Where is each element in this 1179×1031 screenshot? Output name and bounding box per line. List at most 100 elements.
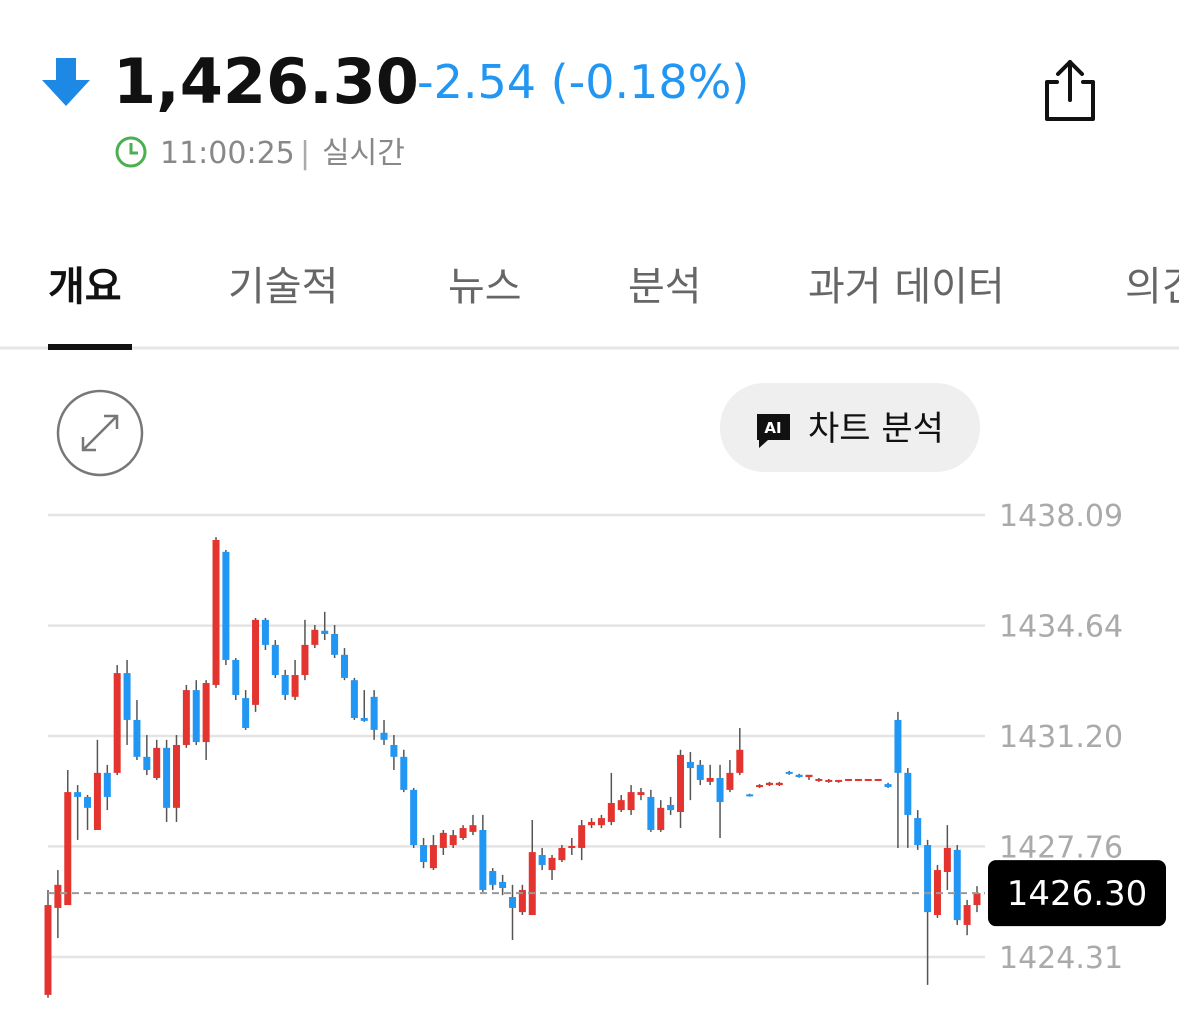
candle-body xyxy=(588,821,596,826)
candle-body xyxy=(973,893,981,906)
current-price-box xyxy=(988,860,1166,927)
candle-body xyxy=(390,744,398,757)
candle-body xyxy=(192,690,200,743)
status: 실시간 xyxy=(322,136,405,171)
clock-icon xyxy=(115,136,147,168)
candle-body xyxy=(321,630,329,634)
candle-body xyxy=(271,644,279,676)
tab[interactable]: 개요 xyxy=(48,264,122,310)
expand-button[interactable] xyxy=(56,389,144,477)
candle-body xyxy=(904,772,912,815)
separator: | xyxy=(300,136,310,171)
tab[interactable]: 기술적 xyxy=(228,264,338,310)
candle-body xyxy=(667,804,675,811)
candle-body xyxy=(914,818,922,846)
down-arrow-icon xyxy=(42,58,90,106)
candle-body xyxy=(696,764,704,780)
candle-body xyxy=(400,756,408,790)
candle-body xyxy=(44,905,52,995)
candle-body xyxy=(805,774,813,778)
candle-body xyxy=(261,619,269,645)
candle-body xyxy=(617,800,625,811)
candle-body xyxy=(924,845,932,913)
tab[interactable]: 의견 xyxy=(1125,264,1179,310)
tab[interactable]: 과거 데이터 xyxy=(808,264,1005,310)
candle-body xyxy=(775,782,783,786)
candle-body xyxy=(370,696,378,730)
candle-body xyxy=(706,778,714,782)
tab[interactable]: 분석 xyxy=(628,264,702,310)
candle-body xyxy=(509,897,516,908)
candle-body xyxy=(716,778,724,803)
ai-icon-text: AI xyxy=(764,419,781,437)
y-tick-label: 1434.64 xyxy=(999,610,1123,645)
candle-body xyxy=(360,718,368,721)
ai-button[interactable] xyxy=(720,383,980,472)
candle-body xyxy=(884,784,892,787)
candle-body xyxy=(518,889,526,913)
candle-body xyxy=(538,854,546,865)
candle-body xyxy=(469,825,477,832)
candle-body xyxy=(429,845,437,869)
y-tick-label: 1427.76 xyxy=(999,830,1123,865)
tab[interactable]: 뉴스 xyxy=(448,264,522,310)
candle-body xyxy=(54,884,62,908)
candle-body xyxy=(736,749,744,773)
candle-body xyxy=(93,772,101,830)
candle-body xyxy=(291,675,299,697)
candle-body xyxy=(420,845,428,863)
candle-body xyxy=(380,732,388,740)
candle-body xyxy=(746,794,754,797)
candle-body xyxy=(489,871,497,885)
candle-body xyxy=(212,539,220,685)
candlestick-chart: 1424.31 1427.76 1431.20 1434.64 1438.09 1426.… xyxy=(44,499,1166,998)
candle-body xyxy=(113,673,121,773)
candle-body xyxy=(331,633,339,655)
candle-body xyxy=(242,698,250,728)
ai-button-label: 차트 분석 xyxy=(808,409,944,449)
candle-body xyxy=(449,835,457,846)
candle-body xyxy=(874,778,882,781)
candle-body xyxy=(123,673,131,720)
candle-body xyxy=(232,659,240,695)
current-price-label: 1426.30 xyxy=(1007,874,1148,914)
active-tab-indicator xyxy=(48,344,132,350)
candle-body xyxy=(647,796,655,830)
candle-body xyxy=(172,744,180,808)
candle-body xyxy=(854,778,862,781)
candle-body xyxy=(281,675,289,695)
candle-body xyxy=(252,619,260,705)
candle-body xyxy=(548,857,556,871)
candle-body xyxy=(153,747,161,779)
candle-body xyxy=(439,832,447,848)
ai-icon-bubble xyxy=(757,414,790,448)
candle-body xyxy=(459,828,467,838)
candle-body xyxy=(558,847,566,861)
candle-body xyxy=(301,644,309,676)
candle-body xyxy=(182,690,190,745)
candle-body xyxy=(756,785,764,788)
y-tick-label: 1431.20 xyxy=(999,720,1123,755)
candle-body xyxy=(578,825,586,848)
y-tick-label: 1438.09 xyxy=(999,499,1123,534)
candle-body xyxy=(963,905,971,925)
candle-body xyxy=(597,818,605,826)
candle-body xyxy=(835,779,843,782)
price: 1,426.30 xyxy=(113,45,419,118)
candle-body xyxy=(143,756,151,770)
candle-body xyxy=(686,761,694,769)
candle-body xyxy=(499,881,507,889)
share-button[interactable] xyxy=(1045,60,1095,121)
candle-body xyxy=(785,771,793,774)
candle-body xyxy=(657,807,665,830)
candle-body xyxy=(74,792,82,797)
candle-body xyxy=(64,792,72,906)
candle-body xyxy=(202,683,210,743)
candle-body xyxy=(163,747,171,808)
candle-body xyxy=(894,719,902,773)
candle-body xyxy=(677,754,685,813)
candle-body xyxy=(568,846,576,849)
candle-body xyxy=(815,778,823,781)
y-tick-label: 1424.31 xyxy=(999,941,1123,976)
candle-body xyxy=(311,629,319,645)
